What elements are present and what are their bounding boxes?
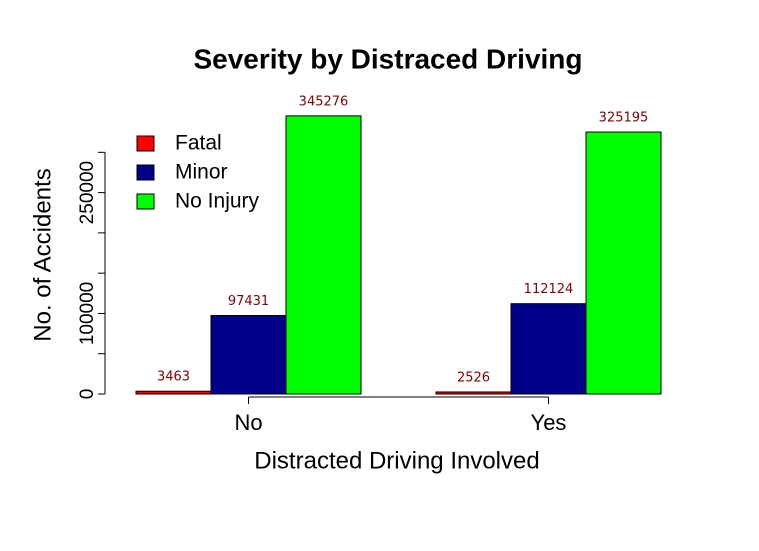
chart-title: Severity by Distraced Driving [193, 43, 582, 74]
y-tick-label: 0 [77, 389, 98, 400]
y-tick-label: 250000 [77, 161, 98, 224]
bar [510, 303, 587, 395]
bar [435, 391, 512, 395]
y-axis-label: No. of Accidents [29, 168, 56, 341]
legend-swatch [136, 193, 155, 210]
bar [585, 131, 662, 395]
value-label: 345276 [299, 94, 349, 109]
x-tick-label: No [234, 410, 262, 435]
value-label: 3463 [157, 370, 190, 385]
legend-label: Minor [175, 161, 228, 184]
bar [135, 390, 212, 395]
bar [210, 315, 287, 395]
value-label: 97431 [228, 294, 269, 309]
x-axis-label: Distracted Driving Involved [254, 447, 539, 474]
legend-label: Fatal [175, 132, 222, 155]
value-label: 112124 [524, 282, 574, 297]
legend-label: No Injury [175, 190, 260, 213]
x-tick-label: Yes [531, 410, 567, 435]
value-label: 325195 [599, 111, 649, 126]
legend-swatch [136, 135, 155, 152]
y-tick-label: 100000 [77, 282, 98, 345]
legend-swatch [136, 164, 155, 181]
bar [285, 115, 362, 395]
value-label: 2526 [457, 370, 490, 385]
